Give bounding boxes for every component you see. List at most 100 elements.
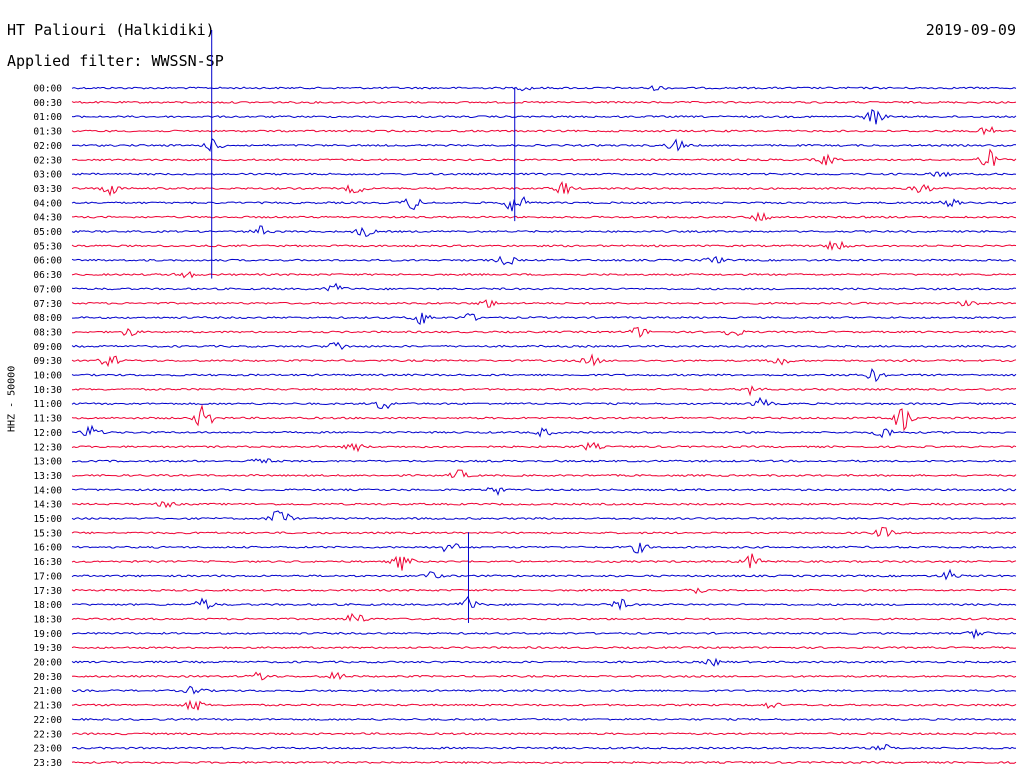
trace-line [71, 353, 1017, 368]
trace-line [71, 526, 1017, 538]
trace-line [71, 469, 1017, 479]
trace-label: 06:30 [33, 270, 62, 281]
trace-label: 21:30 [33, 701, 62, 712]
trace-label: 23:00 [33, 744, 62, 755]
trace-label: 13:00 [33, 457, 62, 468]
trace-label: 05:30 [33, 241, 62, 252]
trace-line [71, 367, 1017, 383]
trace-line [71, 553, 1017, 571]
trace-label: 06:00 [33, 256, 62, 267]
trace-line [71, 100, 1017, 104]
trace-label: 02:30 [33, 155, 62, 166]
trace-line [71, 717, 1017, 721]
trace-label: 12:30 [33, 442, 62, 453]
trace-label: 22:30 [33, 729, 62, 740]
trace-label: 02:00 [33, 141, 62, 152]
trace-label: 16:00 [33, 543, 62, 554]
trace-label: 23:30 [33, 758, 62, 769]
trace-line [71, 587, 1017, 595]
spikes [211, 30, 516, 623]
trace-line [72, 211, 1017, 222]
trace-label: 15:00 [33, 514, 62, 525]
trace-label: 21:00 [33, 686, 62, 697]
trace-line [71, 568, 1017, 581]
trace-label: 01:00 [33, 112, 62, 123]
trace-label: 14:00 [33, 485, 62, 496]
trace-line [71, 612, 1017, 622]
trace-label: 11:30 [33, 414, 62, 425]
trace-line [71, 441, 1017, 453]
trace-label: 19:30 [33, 643, 62, 654]
trace-label: 00:00 [33, 84, 62, 95]
trace-line [71, 396, 1017, 410]
trace-line [71, 341, 1017, 351]
trace-line [71, 671, 1017, 681]
trace-label: 05:00 [33, 227, 62, 238]
trace-line [71, 404, 1017, 432]
trace-line [71, 225, 1017, 238]
trace-line [72, 326, 1017, 338]
trace-line [71, 385, 1017, 397]
trace-label: 17:00 [33, 571, 62, 582]
trace-label: 12:00 [33, 428, 62, 439]
trace-label: 09:30 [33, 356, 62, 367]
trace-label: 00:30 [33, 98, 62, 109]
trace-line [71, 126, 1017, 136]
trace-line [71, 760, 1017, 764]
station-title: HT Paliouri (Halkidiki) [7, 21, 215, 39]
trace-line [71, 196, 1017, 212]
trace-line [71, 240, 1017, 251]
trace-line [71, 595, 1017, 611]
trace-label: 19:00 [33, 629, 62, 640]
trace-label: 04:00 [33, 198, 62, 209]
trace-label: 22:00 [33, 715, 62, 726]
trace-line [71, 628, 1017, 640]
trace-line [71, 487, 1017, 496]
trace-label: 13:30 [33, 471, 62, 482]
trace-label: 03:00 [33, 170, 62, 181]
trace-label: 18:00 [33, 600, 62, 611]
trace-line [71, 424, 1017, 439]
trace-label: 11:00 [33, 399, 62, 410]
trace-line [71, 510, 1017, 522]
trace-line [71, 85, 1017, 92]
trace-line [72, 312, 1017, 325]
trace-label: 10:30 [33, 385, 62, 396]
trace-line [71, 743, 1016, 751]
trace-label: 07:00 [33, 284, 62, 295]
trace-line [71, 501, 1017, 509]
trace-line [71, 732, 1017, 736]
trace-label: 03:30 [33, 184, 62, 195]
trace-line [71, 108, 1017, 125]
trace-label: 18:30 [33, 614, 62, 625]
trace-line [71, 270, 1017, 279]
date-label: 2019-09-09 [925, 21, 1016, 39]
trace-label: 15:30 [33, 528, 62, 539]
trace-label: 09:00 [33, 342, 62, 353]
trace-line [71, 171, 1017, 178]
trace-label: 07:30 [33, 299, 62, 310]
trace-label: 17:30 [33, 586, 62, 597]
trace-label: 14:30 [33, 500, 62, 511]
trace-label: 16:30 [33, 557, 62, 568]
trace-label: 20:00 [33, 658, 62, 669]
trace-labels: 00:00 00:30 01:00 01:30 02:00 02:30 03:00 03:30… [33, 84, 62, 769]
trace-line [71, 657, 1017, 667]
trace-line [71, 458, 1017, 464]
trace-label: 08:30 [33, 327, 62, 338]
filter-label: Applied filter: WWSSN-SP [7, 52, 224, 70]
trace-label: 04:30 [33, 213, 62, 224]
trace-line [71, 646, 1017, 650]
trace-label: 08:00 [33, 313, 62, 324]
trace-line [71, 699, 1017, 711]
trace-line [71, 282, 1017, 292]
trace-label: 01:30 [33, 127, 62, 138]
trace-line [71, 542, 1017, 554]
trace-label: 10:00 [33, 371, 62, 382]
trace-line [71, 180, 1017, 197]
trace-line [71, 299, 1017, 308]
trace-line [71, 148, 1017, 166]
trace-label: 20:30 [33, 672, 62, 683]
trace-line [71, 137, 1017, 152]
